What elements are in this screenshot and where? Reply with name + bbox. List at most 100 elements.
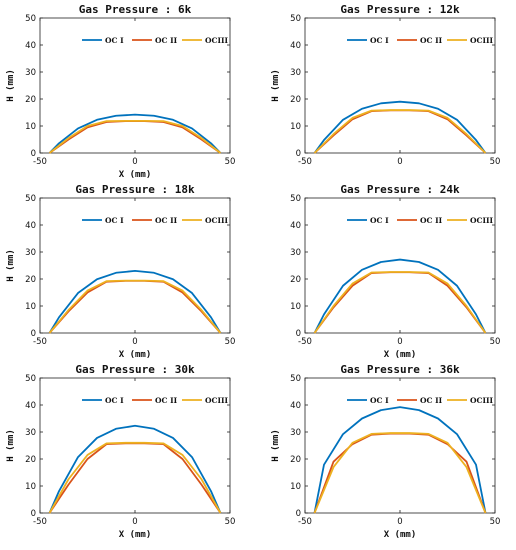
series-line (48, 442, 222, 514)
y-tick-label: 0 (296, 509, 301, 519)
y-tick-label: 0 (31, 509, 36, 519)
chart-title: Gas Pressure : 6k (79, 3, 192, 16)
series-line (48, 279, 222, 334)
y-tick-label: 30 (290, 248, 301, 258)
series-line (48, 113, 222, 154)
legend-label: OC II (155, 36, 178, 45)
legend-label: OC I (105, 216, 124, 225)
x-tick-label: 50 (225, 337, 236, 347)
y-tick-label: 30 (25, 68, 36, 78)
chart-title: Gas Pressure : 36k (340, 363, 460, 376)
x-tick-label: 0 (132, 157, 137, 167)
y-tick-label: 30 (25, 428, 36, 438)
legend: OC I OC II OCIII (82, 216, 229, 225)
series-line (48, 424, 222, 514)
legend-label: OCIII (470, 216, 494, 225)
x-tick-label: 0 (397, 517, 402, 527)
y-tick-label: 10 (290, 302, 301, 312)
legend-label: OC II (155, 216, 178, 225)
x-axis-label: X (mm) (384, 530, 417, 540)
x-tick-label: 0 (132, 517, 137, 527)
series-line (48, 279, 222, 334)
x-tick-label: -50 (298, 337, 312, 347)
y-tick-label: 40 (290, 41, 301, 51)
series-line (48, 119, 222, 154)
plot-frame (304, 197, 496, 334)
y-tick-label: 30 (290, 428, 301, 438)
y-axis-label: H (mm) (271, 429, 281, 462)
legend: OC I OC II OCIII (82, 396, 229, 405)
series-line (313, 432, 487, 514)
x-tick-label: 0 (132, 337, 137, 347)
series-line (313, 432, 487, 514)
y-axis-label: H (mm) (271, 69, 281, 102)
x-axis-label: X (mm) (384, 350, 417, 360)
y-tick-label: 30 (25, 248, 36, 258)
legend-label: OCIII (205, 216, 229, 225)
y-tick-label: 20 (290, 275, 301, 285)
y-tick-label: 0 (31, 329, 36, 339)
x-axis-label: X (mm) (119, 350, 152, 360)
x-tick-label: -50 (298, 157, 312, 167)
legend-label: OCIII (470, 36, 494, 45)
y-tick-label: 0 (296, 149, 301, 159)
plot-frame (304, 377, 496, 514)
series-line (313, 271, 487, 334)
y-tick-label: 0 (296, 329, 301, 339)
y-tick-label: 20 (25, 95, 36, 105)
series-line (313, 100, 487, 154)
y-tick-label: 10 (25, 302, 36, 312)
series-line (48, 441, 222, 514)
y-tick-label: 10 (25, 122, 36, 132)
y-tick-label: 40 (25, 41, 36, 51)
x-tick-label: 50 (490, 517, 501, 527)
x-axis-label: X (mm) (119, 170, 152, 180)
legend: OC I OC II OCIII (347, 216, 494, 225)
chart-title: Gas Pressure : 24k (340, 183, 460, 196)
x-tick-label: 50 (225, 517, 236, 527)
legend-label: OCIII (205, 36, 229, 45)
legend: OC I OC II OCIII (347, 396, 494, 405)
y-tick-label: 40 (290, 401, 301, 411)
legend: OC I OC II OCIII (82, 36, 229, 45)
legend-label: OC II (420, 36, 443, 45)
x-tick-label: -50 (298, 517, 312, 527)
x-tick-label: -50 (33, 337, 47, 347)
legend-label: OC II (420, 216, 443, 225)
legend: OC I OC II OCIII (347, 36, 494, 45)
y-tick-label: 20 (25, 275, 36, 285)
y-tick-label: 20 (290, 95, 301, 105)
legend-label: OC I (370, 396, 389, 405)
series-line (48, 269, 222, 334)
x-tick-label: -50 (33, 517, 47, 527)
plot-frame (39, 17, 231, 154)
x-tick-label: 50 (490, 157, 501, 167)
plot-frame (39, 377, 231, 514)
y-tick-label: 50 (290, 194, 301, 204)
legend-label: OC II (155, 396, 178, 405)
series-line (313, 109, 487, 154)
y-tick-label: 20 (25, 455, 36, 465)
series-line (48, 120, 222, 154)
y-axis-label: H (mm) (6, 249, 16, 282)
x-tick-label: 0 (397, 337, 402, 347)
x-tick-label: 50 (490, 337, 501, 347)
legend-label: OC I (105, 396, 124, 405)
x-tick-label: 0 (397, 157, 402, 167)
legend-label: OC I (370, 36, 389, 45)
y-tick-label: 40 (25, 221, 36, 231)
chart-title: Gas Pressure : 30k (75, 363, 195, 376)
y-tick-label: 50 (25, 14, 36, 24)
y-tick-label: 20 (290, 455, 301, 465)
legend-label: OC II (420, 396, 443, 405)
y-tick-label: 50 (25, 194, 36, 204)
y-tick-label: 40 (290, 221, 301, 231)
y-tick-label: 50 (290, 14, 301, 24)
legend-label: OCIII (470, 396, 494, 405)
x-axis-label: X (mm) (119, 530, 152, 540)
